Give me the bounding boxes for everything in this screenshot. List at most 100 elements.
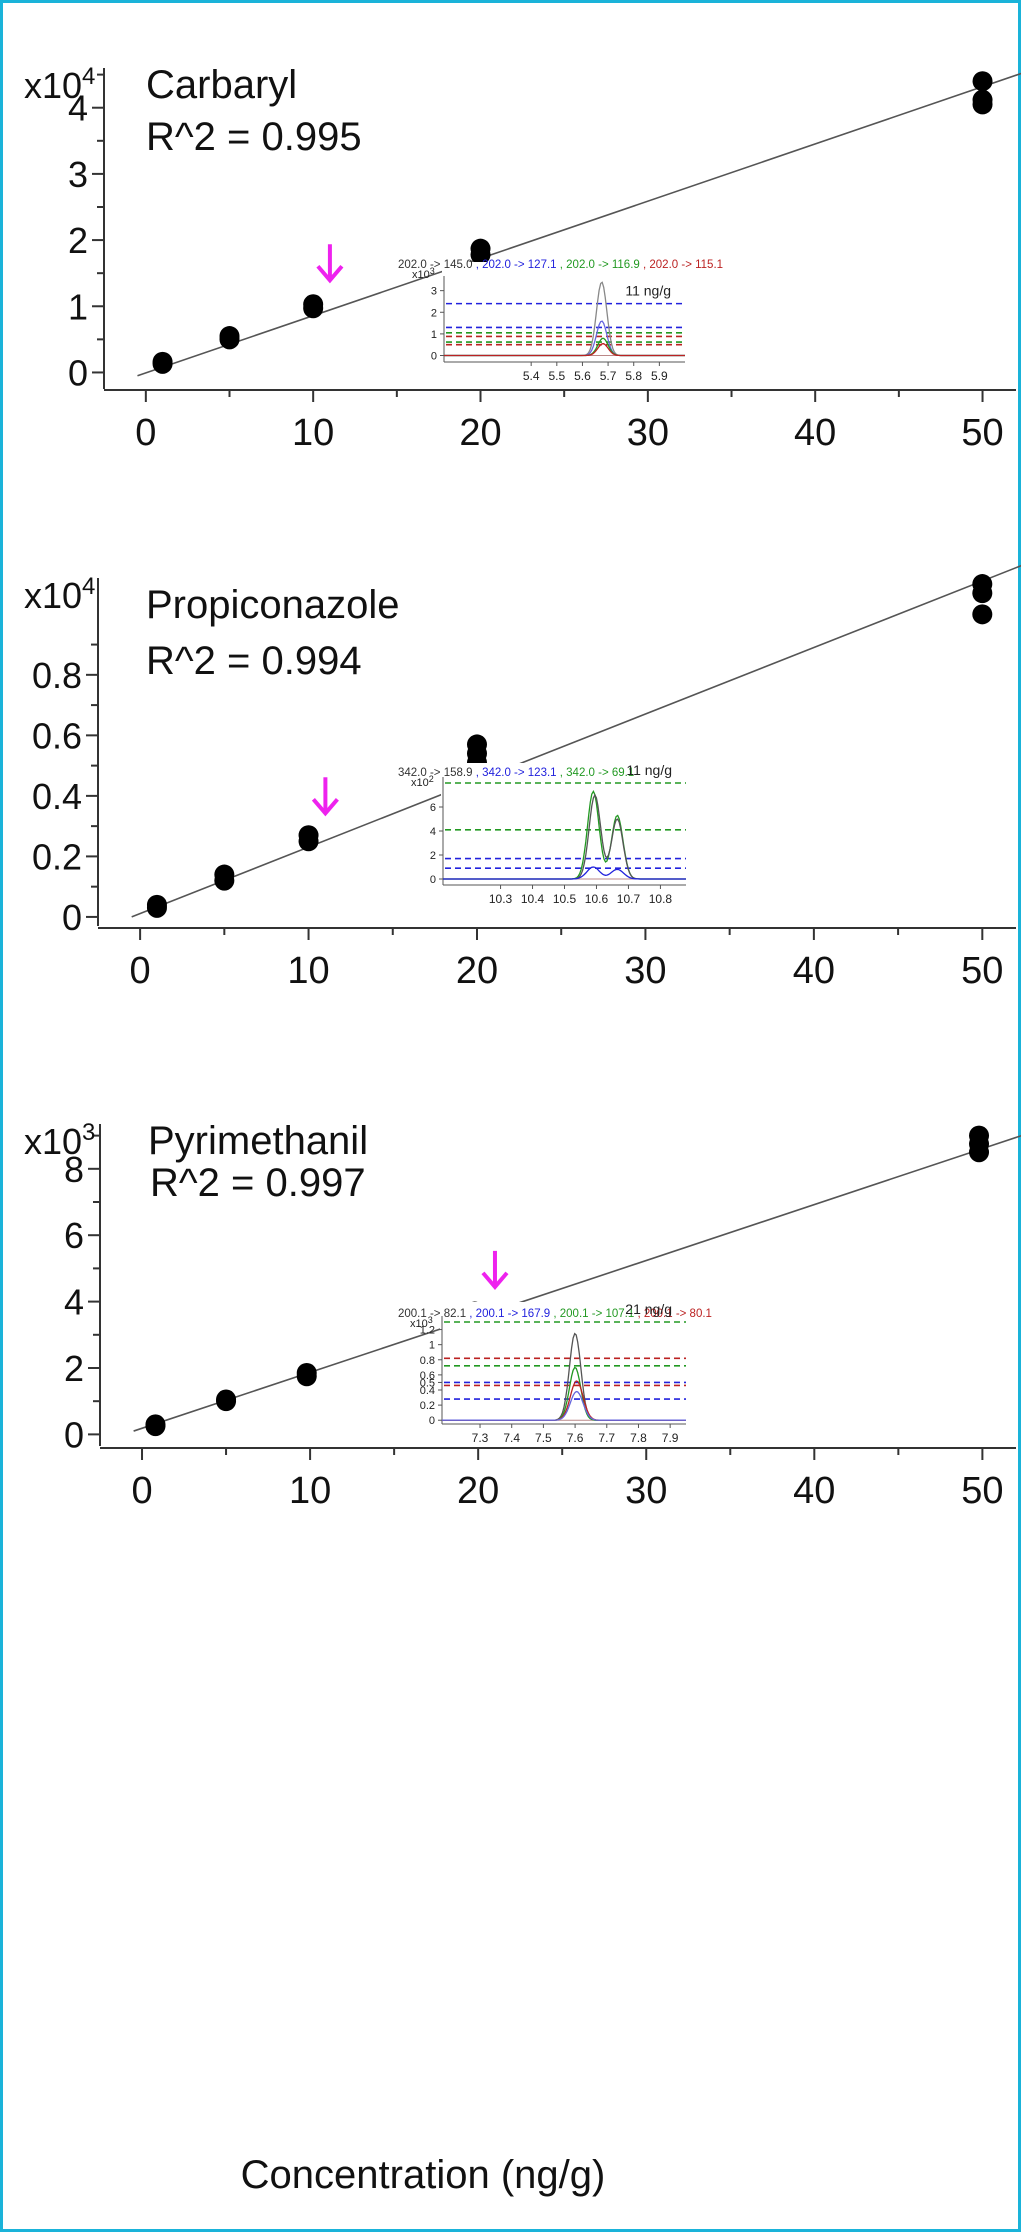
inset-y-unit-exponent: 3 [430,266,435,276]
x-tick-label: 30 [625,1470,667,1512]
data-point [466,734,487,755]
inset-legend-entry: , 202.0 -> 115.1 [643,259,723,271]
y-multiplier-label: x104 [24,573,95,616]
inset-x-tick-label: 7.8 [630,1431,647,1445]
data-point [145,1414,166,1435]
inset-legend-entry: 202.0 -> 145.0 [398,259,476,271]
inset-legend: 202.0 -> 145.0 , 202.0 -> 127.1 , 202.0 … [398,259,723,271]
inset-y-unit-base: x10 [411,777,429,789]
inset-x-tick-label: 7.4 [503,1431,520,1445]
y-tick-label: 1 [68,286,88,327]
data-point [972,71,993,92]
data-point [972,604,993,625]
inset-peak-trace [442,1390,686,1421]
lod-arrow-head [481,1271,509,1290]
x-tick-label: 10 [287,950,329,992]
lod-arrow [316,244,344,284]
inset-y-tick-label: 2 [431,307,437,319]
chromatogram-inset: 200.1 -> 82.1 , 200.1 -> 167.9 , 200.1 -… [398,1301,712,1445]
r2-label: R^2 = 0.997 [150,1161,366,1205]
y-tick-label: 0.6 [32,715,82,756]
y-tick-label: 4 [68,88,88,129]
x-tick-label: 50 [961,950,1003,992]
lod-arrow-head [311,797,339,817]
inset-background [441,763,690,905]
inset-legend-entry: , 342.0 -> 123.1 [476,767,560,779]
data-point [972,89,993,110]
inset-legend: 200.1 -> 82.1 , 200.1 -> 167.9 , 200.1 -… [398,1308,712,1320]
x-tick-label: 20 [457,1470,499,1512]
inset-y-tick-label: 0.6 [420,1370,435,1382]
y-multiplier-label: x103 [24,1119,95,1162]
inset-y-unit-exponent: 2 [429,774,434,784]
inset-x-tick-label: 7.9 [662,1431,679,1445]
y-tick-label: 3 [68,154,88,195]
x-tick-label: 30 [627,412,669,454]
inset-y-unit-exponent: 3 [428,1315,433,1325]
y-tick-label: 0 [62,897,82,938]
data-point [969,1125,990,1146]
inset-y-tick-label: 0 [431,351,437,363]
x-tick-label: 30 [624,950,666,992]
inset-x-tick-label: 10.8 [649,892,673,906]
inset-x-tick-label: 10.5 [553,892,577,906]
y-multiplier-base: x10 [24,1121,82,1162]
x-tick-label: 50 [961,1470,1003,1512]
inset-y-tick-label: 0.5 [420,1377,435,1389]
compound-title: Pyrimethanil [148,1119,368,1163]
y-tick-label: 2 [64,1348,84,1389]
inset-legend-entry: , 200.1 -> 80.1 [637,1308,712,1320]
data-point [216,1389,237,1410]
fit-line [133,1134,1021,1432]
x-tick-label: 20 [456,950,498,992]
y-tick-label: 6 [64,1215,84,1256]
y-tick-label: 0 [64,1414,84,1455]
inset-y-tick-label: 1 [431,329,437,341]
inset-concentration-label: 21 ng/g [625,1301,672,1317]
inset-x-tick-label: 5.9 [651,369,668,383]
compound-title: Carbaryl [146,63,297,107]
inset-legend-entry: 200.1 -> 82.1 [398,1308,469,1320]
data-point [972,574,993,595]
inset-y-tick-label: 1 [429,1340,435,1352]
lod-arrow-head [316,264,344,284]
inset-legend: 342.0 -> 158.9 , 342.0 -> 123.1 , 342.0 … [398,767,634,779]
y-tick-label: 2 [68,220,88,261]
x-tick-label: 20 [459,412,501,454]
inset-legend-entry: 342.0 -> 158.9 [398,767,476,779]
data-point [214,864,235,885]
inset-legend-entry: , 200.1 -> 107.1 [553,1308,637,1320]
lod-arrow [481,1250,509,1290]
data-point [296,1362,317,1383]
r2-label: R^2 = 0.994 [146,639,362,683]
y-multiplier-exponent: 4 [82,63,95,90]
y-tick-label: 0.4 [32,776,82,817]
inset-y-tick-label: 1.2 [420,1325,435,1337]
lod-arrow [311,777,339,817]
data-point [146,894,167,915]
y-tick-label: 0 [68,352,88,393]
inset-y-tick-label: 4 [430,826,436,838]
y-tick-label: 0.2 [32,836,82,877]
chromatogram-inset: 342.0 -> 158.9 , 342.0 -> 123.1 , 342.0 … [398,762,690,906]
compound-title: Propiconazole [146,583,400,627]
x-tick-label: 0 [130,950,151,992]
fit-line [131,564,1021,918]
fit-line [137,72,1021,377]
inset-y-unit-base: x10 [412,269,430,281]
y-multiplier-base: x10 [24,575,82,616]
data-point [470,238,491,259]
chromatogram-inset: 202.0 -> 145.0 , 202.0 -> 127.1 , 202.0 … [398,259,723,383]
inset-y-tick-label: 0.2 [420,1400,435,1412]
inset-x-tick-label: 5.5 [548,369,565,383]
data-point [303,294,324,315]
inset-background [440,1302,690,1444]
y-multiplier-base: x10 [24,65,82,106]
inset-y-tick-label: 6 [430,802,436,814]
inset-legend-entry: , 200.1 -> 167.9 [469,1308,553,1320]
inset-x-tick-label: 5.6 [574,369,591,383]
r2-label: R^2 = 0.995 [146,115,362,159]
